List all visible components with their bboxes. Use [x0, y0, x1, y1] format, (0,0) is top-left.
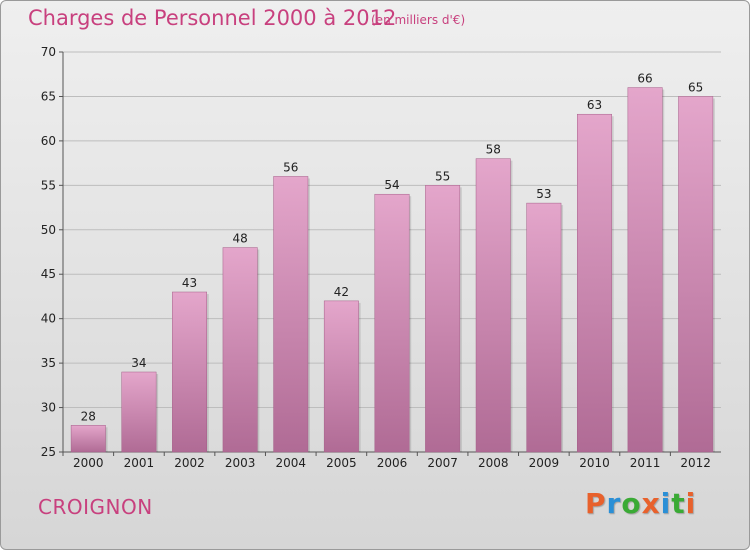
x-tick-label: 2000: [73, 456, 104, 470]
proxiti-logo[interactable]: Proxiti: [585, 487, 696, 520]
data-labels: 28 34 43 48 56 42 54 55 58 53 63 66 65: [81, 72, 704, 424]
x-tick-label: 2001: [124, 456, 155, 470]
bar-value-label: 56: [283, 160, 298, 174]
bar-value-label: 42: [334, 285, 349, 299]
bar-value-label: 28: [81, 409, 96, 423]
logo-letter: P: [585, 487, 607, 520]
chart-subtitle: (en milliers d'€): [371, 13, 466, 27]
y-tick-label: 45: [41, 267, 56, 281]
bar-value-label: 53: [536, 187, 551, 201]
y-tick-label: 50: [41, 223, 56, 237]
bar: [323, 300, 359, 453]
bar-value-label: 48: [233, 232, 248, 246]
tick-labels: 25 30 35 40 45 50 55 60 65 70 2000 2001 2002 2003 2004…: [41, 45, 711, 470]
logo-letter: o: [621, 487, 642, 520]
bar: [475, 158, 511, 453]
logo-letter: i: [685, 487, 697, 520]
bar: [627, 87, 663, 453]
bar: [121, 371, 157, 453]
logo-letter: r: [606, 487, 622, 520]
y-tick-label: 70: [41, 45, 56, 59]
y-tick-label: 40: [41, 312, 56, 326]
x-tick-label: 2009: [529, 456, 560, 470]
logo-letter: t: [671, 487, 686, 520]
x-tick-label: 2010: [579, 456, 610, 470]
x-tick-label: 2007: [427, 456, 458, 470]
bar-value-label: 54: [384, 178, 399, 192]
bar-value-label: 55: [435, 169, 450, 183]
x-tick-label: 2012: [680, 456, 711, 470]
x-tick-label: 2006: [377, 456, 408, 470]
bar-value-label: 43: [182, 276, 197, 290]
y-tick-label: 35: [41, 356, 56, 370]
bar: [273, 176, 309, 453]
y-tick-label: 25: [41, 445, 56, 459]
y-tick-label: 30: [41, 401, 56, 415]
y-tick-label: 60: [41, 134, 56, 148]
x-tick-label: 2004: [275, 456, 306, 470]
bars: [70, 87, 715, 453]
logo-letter: x: [641, 487, 661, 520]
x-tick-label: 2011: [630, 456, 661, 470]
bar: [526, 202, 562, 453]
x-tick-label: 2008: [478, 456, 509, 470]
bar: [70, 425, 106, 453]
bar-value-label: 66: [637, 72, 652, 86]
bar-value-label: 34: [131, 356, 146, 370]
bar: [425, 185, 461, 453]
chart-title: Charges de Personnel 2000 à 2012: [28, 6, 397, 30]
y-tick-label: 65: [41, 89, 56, 103]
bar: [172, 291, 207, 453]
x-tick-label: 2005: [326, 456, 357, 470]
bar: [222, 247, 258, 453]
x-tick-label: 2002: [174, 456, 205, 470]
bar: [678, 96, 714, 453]
bar-value-label: 65: [688, 80, 703, 94]
bar: [374, 193, 410, 453]
bar: [577, 113, 612, 453]
x-tick-label: 2003: [225, 456, 256, 470]
bar-value-label: 58: [486, 143, 501, 157]
bar-value-label: 63: [587, 98, 602, 112]
place-name: CROIGNON: [38, 495, 153, 519]
logo-letter: i: [660, 487, 672, 520]
y-tick-label: 55: [41, 178, 56, 192]
